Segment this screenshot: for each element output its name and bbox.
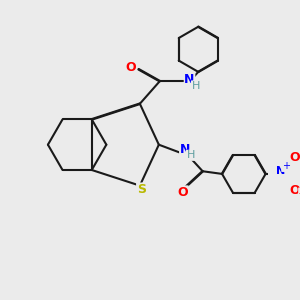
Text: H: H [191, 81, 200, 91]
Text: +: + [282, 161, 290, 172]
Text: O: O [290, 184, 300, 197]
Text: N: N [184, 73, 195, 85]
Text: N: N [180, 143, 190, 156]
Text: O: O [177, 186, 188, 199]
Text: H: H [187, 150, 195, 160]
Text: N: N [276, 166, 286, 176]
Text: O: O [126, 61, 136, 74]
Text: S: S [137, 183, 146, 196]
Text: O: O [290, 151, 300, 164]
Text: -: - [298, 188, 300, 198]
